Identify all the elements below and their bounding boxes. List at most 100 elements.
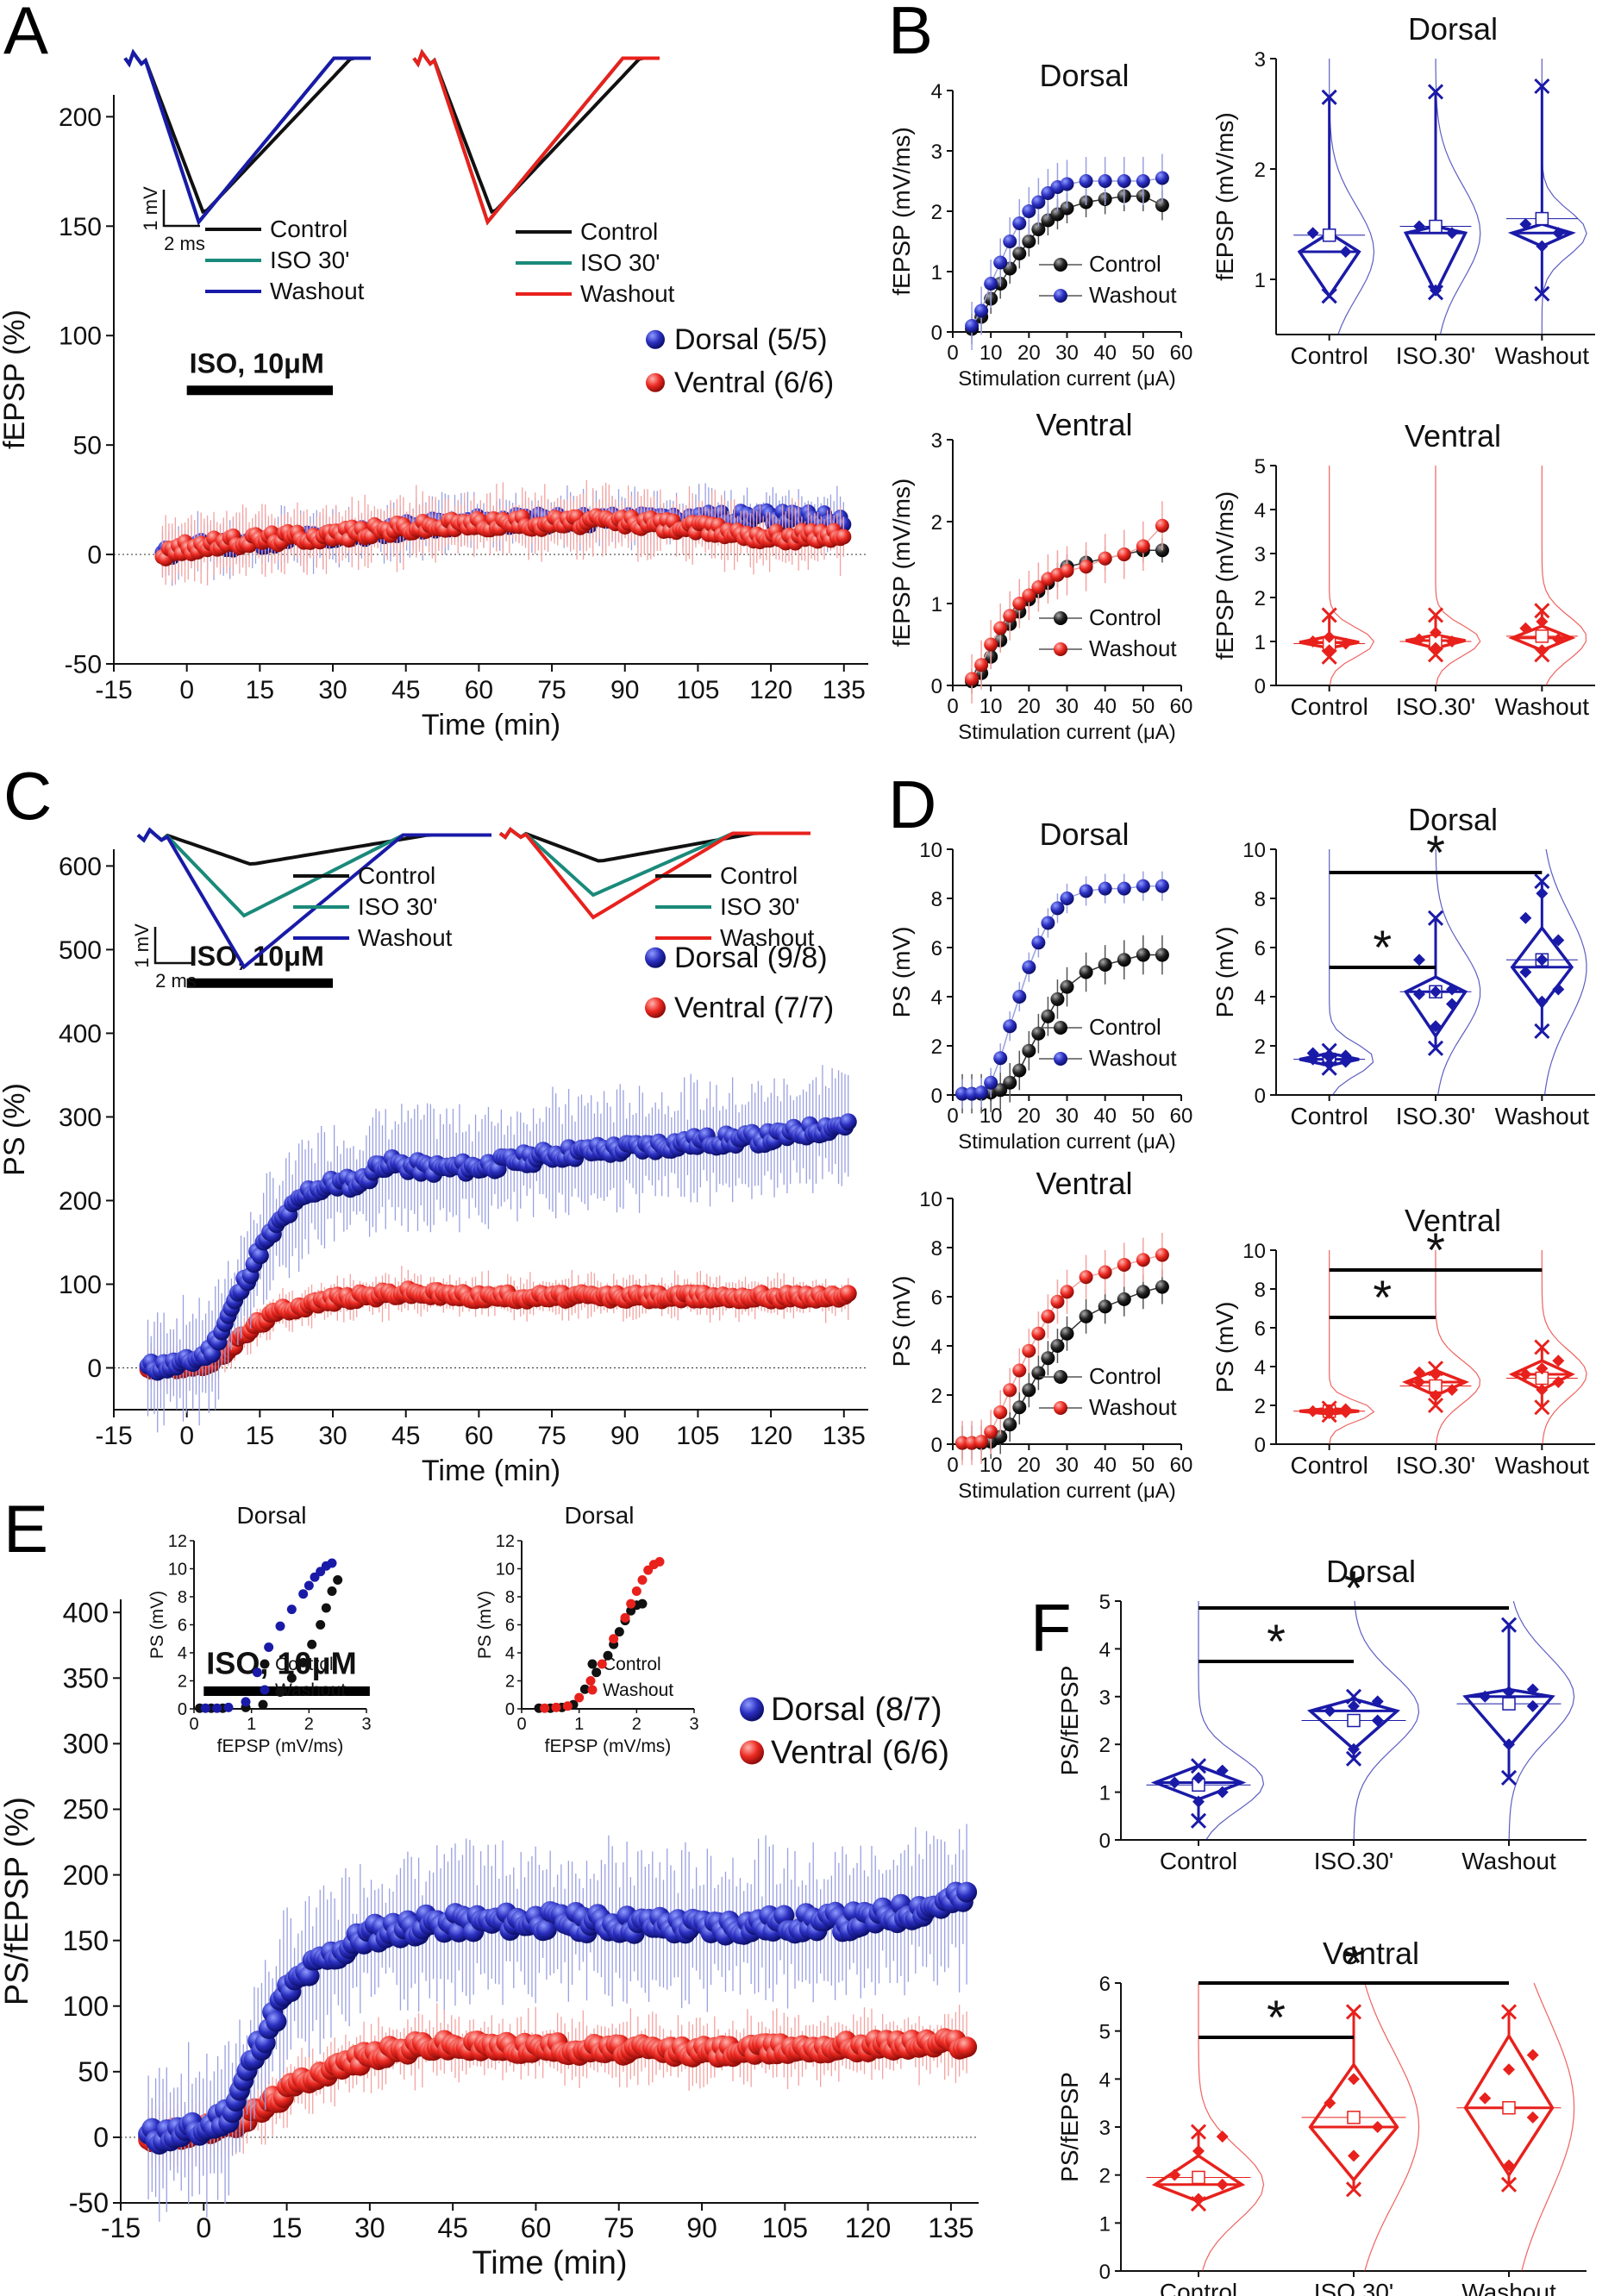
data-point (1031, 222, 1046, 236)
data-point (1526, 2049, 1539, 2061)
scale-bar (153, 927, 191, 965)
data-point (1003, 1383, 1017, 1398)
y-tick-label: 2 (931, 201, 942, 224)
chart-b-ventral-box: 0 1 2 3 4 5 Control ISO.30' Washout fEPSP (mV/ms)… (1211, 418, 1595, 720)
data-point (1136, 948, 1150, 962)
data-point (1552, 1376, 1565, 1388)
chart-d-ventral-box: 0 2 4 6 8 10 Control ISO.30' Washout PS (mV) Ventr… (1211, 1203, 1595, 1479)
y-tick-label: 4 (1255, 1356, 1266, 1379)
data-point (241, 1697, 251, 1707)
group-0 (1293, 466, 1375, 686)
y-tick-label: 2 (1255, 1395, 1266, 1418)
outlier-mark (1534, 285, 1550, 302)
outlier-mark (1427, 1397, 1444, 1414)
y-tick-label: 10 (168, 1561, 187, 1580)
y-tick-label: 0 (87, 541, 102, 570)
legend-marker (1054, 1052, 1067, 1066)
data-point (1536, 954, 1549, 967)
data-point (631, 1586, 642, 1596)
x-tick-label: 60 (1170, 1104, 1193, 1128)
y-tick-label: 2 (505, 1673, 515, 1692)
y-tick-label: 150 (63, 1925, 109, 1956)
outlier-mark (1321, 648, 1337, 665)
trace-2 (498, 827, 810, 920)
y-tick-label: 2 (1099, 1734, 1111, 1757)
legend-entry: Control (603, 1655, 661, 1674)
legend-entry: Washout (1089, 1394, 1177, 1420)
outlier-mark (1345, 1688, 1362, 1705)
y-tick-label: 6 (1255, 937, 1266, 960)
panel-label-d: D (888, 766, 936, 842)
chart-b-dorsal-box: 1 2 3 Control ISO.30' Washout fEPSP (mV/ms) Dor… (1211, 11, 1595, 369)
legend-entry: Washout (1089, 282, 1177, 308)
data-point (535, 1919, 557, 1941)
x-tick-label: 0 (189, 1715, 198, 1734)
chart-title: Ventral (1405, 1203, 1501, 1238)
legend-marker (1054, 1021, 1067, 1035)
data-point (974, 1435, 989, 1449)
outlier-mark (1500, 2004, 1518, 2020)
significance-star: * (1267, 1614, 1286, 1668)
y-axis-title: PS/fEPSP (1056, 2072, 1083, 2182)
distribution-curve (1435, 848, 1481, 1096)
data-point (1519, 1368, 1532, 1380)
chart-title: Dorsal (1039, 58, 1129, 93)
data-point (620, 1612, 630, 1623)
mean-marker (1535, 629, 1549, 643)
y-tick-label: 3 (931, 429, 942, 453)
outlier-mark (1190, 2124, 1207, 2140)
category-label: Control (1291, 693, 1368, 720)
x-tick-label: 60 (1170, 1454, 1193, 1477)
category-label: Washout (1461, 2279, 1556, 2296)
panel-label-b: B (888, 0, 933, 68)
y-tick-label: 5 (1099, 1591, 1111, 1614)
data-point (1445, 635, 1458, 648)
x-axis-title: Time (min) (472, 2245, 627, 2281)
trace-0 (412, 48, 660, 214)
y-tick-label: 3 (1099, 1686, 1111, 1710)
y-tick-label: 100 (59, 322, 102, 351)
legend-entry: Washout (358, 924, 453, 951)
scale-bar (162, 190, 200, 228)
y-tick-label: 200 (63, 1860, 109, 1891)
legend-entry: Dorsal (8/7) (771, 1692, 942, 1728)
panel-label-f: F (1030, 1590, 1072, 1666)
significance-star: * (1344, 1936, 1363, 1990)
outlier-mark (1345, 2004, 1362, 2020)
data-point (1348, 1699, 1360, 1712)
data-point (333, 1575, 343, 1585)
data-point (1098, 881, 1112, 896)
y-tick-label: 4 (931, 1336, 942, 1359)
y-tick-label: 3 (1099, 2117, 1111, 2140)
x-tick-label: 105 (676, 1422, 719, 1450)
data-point (1117, 1257, 1131, 1272)
data-point (540, 1703, 550, 1713)
outlier-mark (1345, 2181, 1362, 2198)
outlier-mark (1534, 1399, 1550, 1416)
legend-entry: Ventral (7/7) (674, 992, 834, 1024)
outlier-mark (1427, 607, 1444, 623)
data-point (1079, 174, 1093, 188)
x-tick-label: 50 (1131, 695, 1155, 718)
x-tick-label: 40 (1093, 695, 1117, 718)
data-point (1050, 1294, 1065, 1309)
y-tick-label: 250 (63, 1794, 109, 1825)
data-point (298, 1589, 309, 1599)
data-point (1348, 1742, 1360, 1755)
group-2 (1505, 59, 1587, 335)
distribution-curve (1329, 849, 1374, 1096)
data-point (1155, 1279, 1169, 1294)
category-label: Control (1291, 342, 1368, 369)
data-point (1430, 985, 1442, 998)
data-point (307, 1639, 317, 1649)
chart-title: Ventral (1036, 407, 1132, 442)
data-point (993, 1051, 1008, 1066)
data-point (1041, 1309, 1055, 1323)
y-tick-label: 4 (1099, 2068, 1111, 2092)
legend-marker (587, 1685, 598, 1695)
y-tick-label: 6 (505, 1617, 515, 1636)
y-tick-label: 3 (1255, 48, 1266, 72)
x-tick-label: 2 (632, 1715, 642, 1734)
